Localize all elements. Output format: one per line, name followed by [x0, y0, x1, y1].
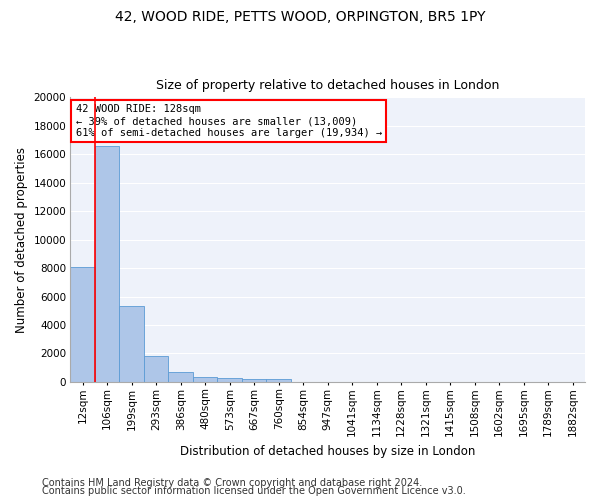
Bar [144, 356, 169, 382]
Bar [70, 266, 95, 382]
Text: Contains HM Land Registry data © Crown copyright and database right 2024.: Contains HM Land Registry data © Crown c… [42, 478, 422, 488]
Bar [217, 378, 242, 382]
Title: Size of property relative to detached houses in London: Size of property relative to detached ho… [156, 79, 499, 92]
Text: Contains public sector information licensed under the Open Government Licence v3: Contains public sector information licen… [42, 486, 466, 496]
Bar [193, 377, 217, 382]
X-axis label: Distribution of detached houses by size in London: Distribution of detached houses by size … [180, 444, 475, 458]
Text: 42, WOOD RIDE, PETTS WOOD, ORPINGTON, BR5 1PY: 42, WOOD RIDE, PETTS WOOD, ORPINGTON, BR… [115, 10, 485, 24]
Bar [119, 306, 144, 382]
Bar [266, 379, 291, 382]
Y-axis label: Number of detached properties: Number of detached properties [15, 146, 28, 332]
Text: 42 WOOD RIDE: 128sqm
← 39% of detached houses are smaller (13,009)
61% of semi-d: 42 WOOD RIDE: 128sqm ← 39% of detached h… [76, 104, 382, 138]
Bar [169, 372, 193, 382]
Bar [95, 146, 119, 382]
Bar [242, 378, 266, 382]
